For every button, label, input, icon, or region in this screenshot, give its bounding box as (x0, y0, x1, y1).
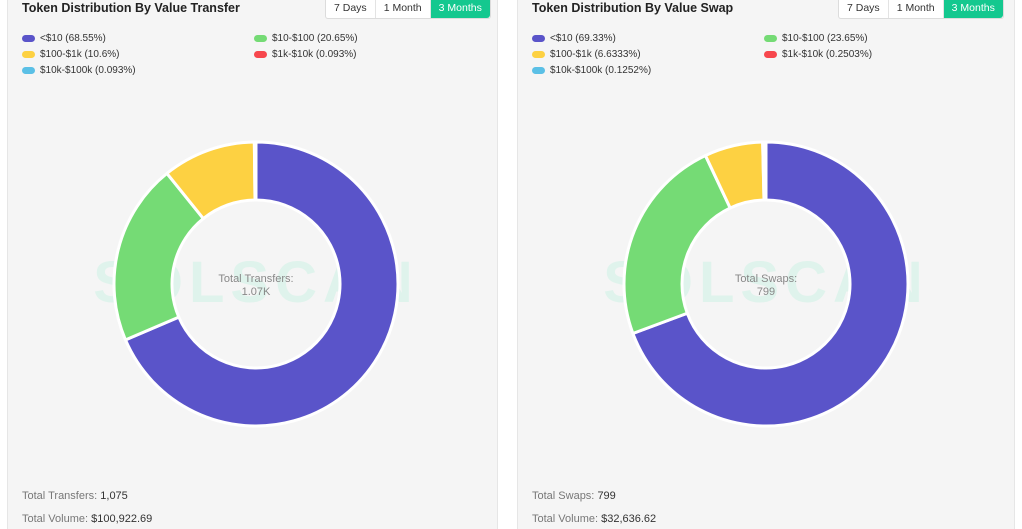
legend-label: $100-$1k (6.6333%) (550, 49, 641, 60)
legend-item[interactable]: <$10 (69.33%) (532, 31, 764, 46)
center-total-value: 1.07K (242, 286, 271, 298)
chart-legend: <$10 (68.55%) $10-$100 (20.65%) $100-$1k… (22, 31, 492, 78)
legend-item[interactable]: <$10 (68.55%) (22, 31, 254, 46)
legend-item[interactable]: $10k-$100k (0.093%) (22, 63, 254, 78)
card-title: Token Distribution By Value Swap (532, 1, 734, 15)
legend-label: $10-$100 (23.65%) (782, 33, 868, 44)
card-title: Token Distribution By Value Transfer (22, 1, 240, 15)
stat-value: $100,922.69 (91, 513, 153, 525)
stat-label: Total Volume: (532, 513, 599, 525)
legend-swatch (254, 51, 267, 58)
time-range-selector: 7 Days 1 Month 3 Months (838, 0, 1004, 19)
legend-item[interactable]: $10k-$100k (0.1252%) (532, 63, 764, 78)
legend-swatch (532, 51, 545, 58)
legend-item[interactable]: $100-$1k (10.6%) (22, 47, 254, 62)
legend-label: $1k-$10k (0.093%) (272, 49, 357, 60)
slice-group (112, 140, 400, 428)
legend-label: <$10 (68.55%) (40, 33, 106, 44)
range-7-days-button[interactable]: 7 Days (839, 0, 889, 18)
legend-label: $10k-$100k (0.1252%) (550, 65, 652, 76)
donut-slice-0[interactable] (123, 140, 400, 428)
donut-chart: SOLSCAN Total Transfers: 1.07K (93, 140, 413, 428)
total-volume-stat: Total Volume: $100,922.69 (22, 513, 152, 525)
legend-item[interactable]: $100-$1k (6.6333%) (532, 47, 764, 62)
slice-group (622, 140, 910, 428)
stat-label: Total Swaps: (532, 490, 595, 502)
legend-label: $100-$1k (10.6%) (40, 49, 120, 60)
chart-legend: <$10 (69.33%) $10-$100 (23.65%) $100-$1k… (532, 31, 1002, 78)
stat-label: Total Volume: (22, 513, 89, 525)
legend-swatch (532, 67, 545, 74)
range-1-month-button[interactable]: 1 Month (889, 0, 944, 18)
time-range-selector: 7 Days 1 Month 3 Months (325, 0, 491, 19)
total-swaps-stat: Total Swaps: 799 (532, 490, 616, 502)
legend-item[interactable]: $10-$100 (20.65%) (254, 31, 486, 46)
stat-value: 799 (597, 490, 616, 502)
legend-swatch (764, 35, 777, 42)
range-1-month-button[interactable]: 1 Month (376, 0, 431, 18)
donut-slice-1[interactable] (622, 154, 732, 335)
center-total-value: 799 (757, 286, 775, 298)
legend-item[interactable]: $10-$100 (23.65%) (764, 31, 996, 46)
legend-item[interactable]: $1k-$10k (0.2503%) (764, 47, 996, 62)
legend-label: <$10 (69.33%) (550, 33, 616, 44)
legend-item[interactable]: $1k-$10k (0.093%) (254, 47, 486, 62)
stat-label: Total Transfers: (22, 490, 98, 502)
center-total-label: Total Transfers: (218, 273, 293, 285)
donut-slice-0[interactable] (631, 140, 910, 428)
range-3-months-button[interactable]: 3 Months (943, 0, 1003, 18)
donut-slice-4[interactable] (253, 140, 258, 202)
total-volume-stat: Total Volume: $32,636.62 (532, 513, 656, 525)
legend-label: $1k-$10k (0.2503%) (782, 49, 873, 60)
stat-value: $32,636.62 (601, 513, 657, 525)
legend-swatch (22, 67, 35, 74)
legend-swatch (532, 35, 545, 42)
swap-distribution-card: Token Distribution By Value Swap 7 Days … (517, 0, 1015, 529)
stat-value: 1,075 (100, 490, 128, 502)
transfer-distribution-card: Token Distribution By Value Transfer 7 D… (7, 0, 498, 529)
legend-swatch (22, 51, 35, 58)
total-transfers-stat: Total Transfers: 1,075 (22, 490, 128, 502)
donut-slice-4[interactable] (763, 140, 768, 202)
donut-chart: SOLSCAN Total Swaps: 799 (603, 140, 923, 428)
legend-swatch (22, 35, 35, 42)
range-3-months-button[interactable]: 3 Months (430, 0, 490, 18)
legend-label: $10k-$100k (0.093%) (40, 65, 136, 76)
center-total-label: Total Swaps: (735, 273, 797, 285)
range-7-days-button[interactable]: 7 Days (326, 0, 376, 18)
legend-label: $10-$100 (20.65%) (272, 33, 358, 44)
legend-swatch (764, 51, 777, 58)
legend-swatch (254, 35, 267, 42)
